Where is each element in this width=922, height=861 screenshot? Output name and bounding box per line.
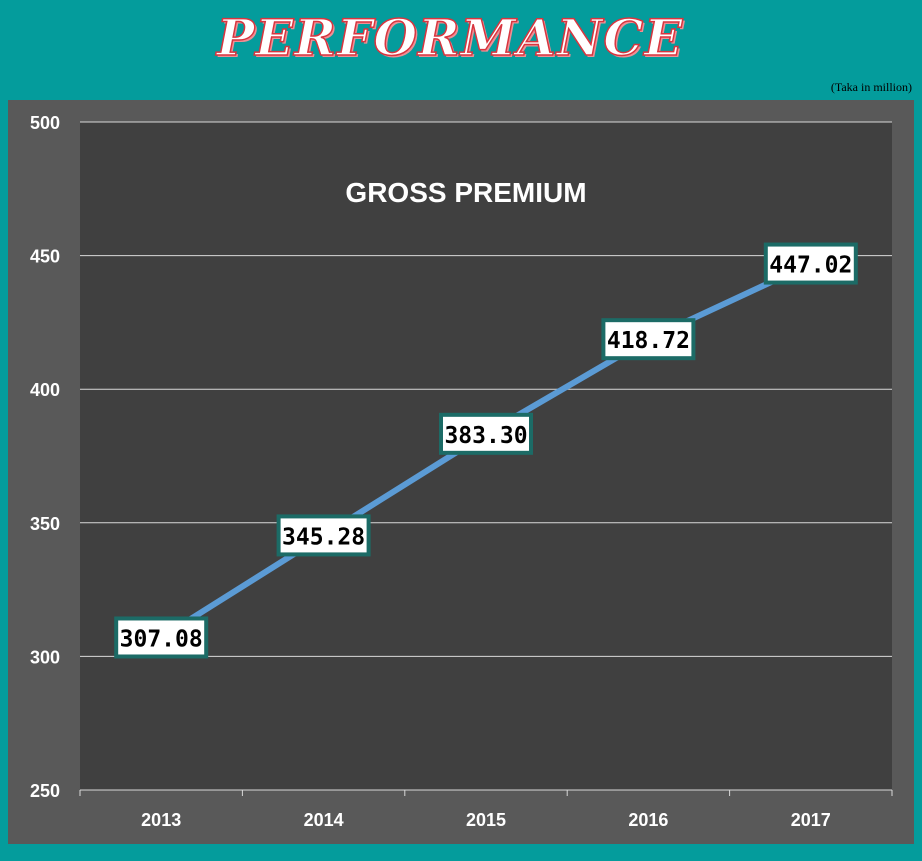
page-title: PERFORMANCE (216, 7, 684, 68)
data-label-box (114, 616, 209, 659)
x-tick-label: 2013 (141, 810, 181, 830)
data-label: 345.28 (282, 524, 365, 550)
data-label-box (601, 318, 696, 361)
data-label: 307.08 (120, 626, 203, 652)
x-tick-label: 2016 (628, 810, 668, 830)
y-tick-label: 300 (30, 647, 60, 667)
unit-note: (Taka in million) (830, 80, 912, 94)
y-tick-label: 500 (30, 113, 60, 133)
data-label-box (439, 412, 533, 455)
data-label-box (276, 514, 371, 557)
y-tick-label: 250 (30, 781, 60, 801)
x-tick-label: 2017 (791, 810, 831, 830)
y-tick-label: 350 (30, 514, 60, 534)
x-tick-label: 2015 (466, 810, 506, 830)
data-label: 447.02 (769, 253, 852, 279)
data-label: 418.72 (607, 328, 690, 354)
chart-title: GROSS PREMIUM (345, 177, 586, 208)
y-tick-label: 400 (30, 380, 60, 400)
y-tick-label: 450 (30, 247, 60, 267)
data-label: 383.30 (444, 423, 527, 449)
plot-area (80, 122, 892, 790)
data-label-box (763, 242, 858, 285)
chart-frame: 250 300 350 400 450 500 2013 2014 2015 2016 2017 GR… (8, 100, 914, 844)
gross-premium-chart: 250 300 350 400 450 500 2013 2014 2015 2016 2017 GR… (30, 113, 893, 830)
x-tick-label: 2014 (304, 810, 344, 830)
